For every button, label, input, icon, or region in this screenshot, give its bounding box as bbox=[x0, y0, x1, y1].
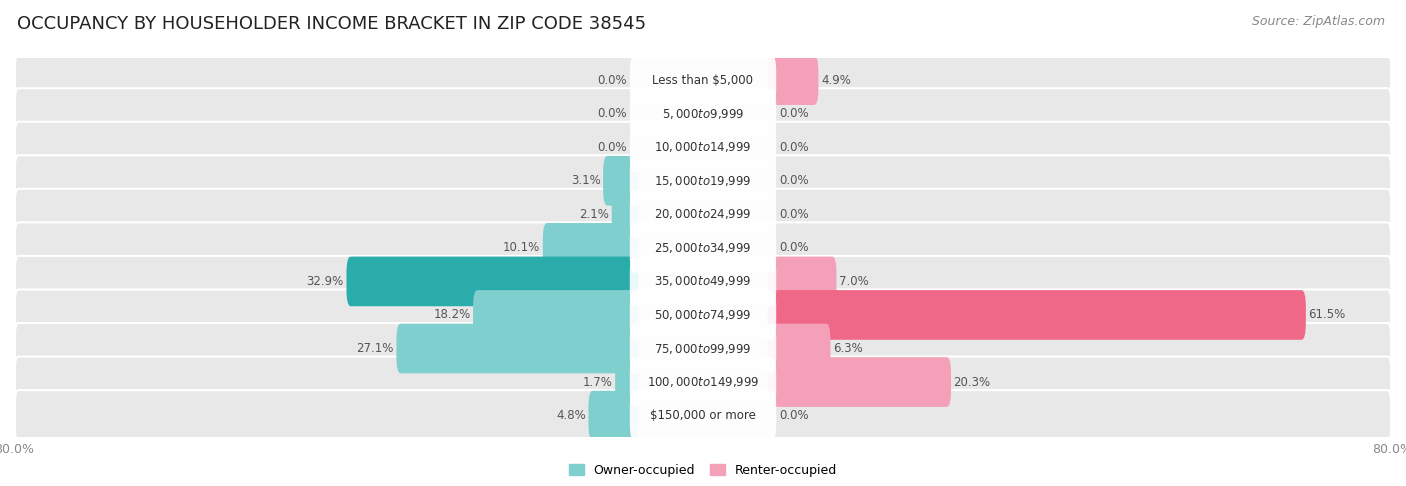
Text: $25,000 to $34,999: $25,000 to $34,999 bbox=[654, 241, 752, 255]
FancyBboxPatch shape bbox=[543, 223, 638, 273]
Text: 7.0%: 7.0% bbox=[839, 275, 869, 288]
Text: Source: ZipAtlas.com: Source: ZipAtlas.com bbox=[1251, 15, 1385, 28]
FancyBboxPatch shape bbox=[15, 122, 1391, 173]
FancyBboxPatch shape bbox=[630, 357, 776, 407]
FancyBboxPatch shape bbox=[15, 189, 1391, 240]
Text: Less than $5,000: Less than $5,000 bbox=[652, 73, 754, 87]
FancyBboxPatch shape bbox=[346, 257, 638, 306]
Text: $20,000 to $24,999: $20,000 to $24,999 bbox=[654, 208, 752, 221]
FancyBboxPatch shape bbox=[630, 223, 776, 273]
Text: 0.0%: 0.0% bbox=[779, 208, 808, 221]
FancyBboxPatch shape bbox=[768, 55, 818, 105]
Text: $35,000 to $49,999: $35,000 to $49,999 bbox=[654, 275, 752, 288]
FancyBboxPatch shape bbox=[603, 156, 638, 206]
FancyBboxPatch shape bbox=[15, 88, 1391, 139]
FancyBboxPatch shape bbox=[768, 257, 837, 306]
FancyBboxPatch shape bbox=[15, 54, 1391, 105]
FancyBboxPatch shape bbox=[630, 190, 776, 239]
Text: 0.0%: 0.0% bbox=[598, 107, 627, 120]
Text: 0.0%: 0.0% bbox=[779, 409, 808, 422]
Text: $150,000 or more: $150,000 or more bbox=[650, 409, 756, 422]
FancyBboxPatch shape bbox=[15, 390, 1391, 441]
FancyBboxPatch shape bbox=[630, 324, 776, 373]
Text: 0.0%: 0.0% bbox=[779, 107, 808, 120]
Text: 0.0%: 0.0% bbox=[779, 174, 808, 187]
FancyBboxPatch shape bbox=[15, 223, 1391, 273]
Text: 4.8%: 4.8% bbox=[557, 409, 586, 422]
FancyBboxPatch shape bbox=[612, 190, 638, 239]
Text: $75,000 to $99,999: $75,000 to $99,999 bbox=[654, 342, 752, 355]
FancyBboxPatch shape bbox=[630, 290, 776, 340]
Text: 18.2%: 18.2% bbox=[433, 309, 471, 321]
Text: 20.3%: 20.3% bbox=[953, 376, 991, 388]
FancyBboxPatch shape bbox=[589, 391, 638, 440]
FancyBboxPatch shape bbox=[630, 89, 776, 139]
Text: $15,000 to $19,999: $15,000 to $19,999 bbox=[654, 174, 752, 188]
Text: 2.1%: 2.1% bbox=[579, 208, 609, 221]
FancyBboxPatch shape bbox=[630, 55, 776, 105]
FancyBboxPatch shape bbox=[768, 290, 1306, 340]
Text: 0.0%: 0.0% bbox=[779, 141, 808, 154]
FancyBboxPatch shape bbox=[396, 324, 638, 373]
Text: 4.9%: 4.9% bbox=[821, 73, 851, 87]
FancyBboxPatch shape bbox=[15, 155, 1391, 206]
FancyBboxPatch shape bbox=[630, 122, 776, 172]
FancyBboxPatch shape bbox=[472, 290, 638, 340]
Text: 61.5%: 61.5% bbox=[1309, 309, 1346, 321]
Text: 6.3%: 6.3% bbox=[832, 342, 863, 355]
FancyBboxPatch shape bbox=[616, 357, 638, 407]
FancyBboxPatch shape bbox=[630, 156, 776, 206]
Text: $5,000 to $9,999: $5,000 to $9,999 bbox=[662, 106, 744, 121]
Text: $100,000 to $149,999: $100,000 to $149,999 bbox=[647, 375, 759, 389]
Text: $10,000 to $14,999: $10,000 to $14,999 bbox=[654, 140, 752, 154]
Text: 10.1%: 10.1% bbox=[503, 242, 540, 254]
FancyBboxPatch shape bbox=[630, 257, 776, 306]
Text: 0.0%: 0.0% bbox=[598, 141, 627, 154]
FancyBboxPatch shape bbox=[15, 357, 1391, 408]
Text: 27.1%: 27.1% bbox=[357, 342, 394, 355]
FancyBboxPatch shape bbox=[630, 391, 776, 440]
Text: 1.7%: 1.7% bbox=[582, 376, 613, 388]
FancyBboxPatch shape bbox=[15, 323, 1391, 374]
FancyBboxPatch shape bbox=[15, 290, 1391, 341]
Legend: Owner-occupied, Renter-occupied: Owner-occupied, Renter-occupied bbox=[568, 464, 838, 477]
Text: 3.1%: 3.1% bbox=[571, 174, 600, 187]
Text: 32.9%: 32.9% bbox=[307, 275, 344, 288]
FancyBboxPatch shape bbox=[768, 357, 950, 407]
FancyBboxPatch shape bbox=[768, 324, 831, 373]
Text: 0.0%: 0.0% bbox=[598, 73, 627, 87]
FancyBboxPatch shape bbox=[15, 256, 1391, 307]
Text: OCCUPANCY BY HOUSEHOLDER INCOME BRACKET IN ZIP CODE 38545: OCCUPANCY BY HOUSEHOLDER INCOME BRACKET … bbox=[17, 15, 645, 33]
Text: $50,000 to $74,999: $50,000 to $74,999 bbox=[654, 308, 752, 322]
Text: 0.0%: 0.0% bbox=[779, 242, 808, 254]
